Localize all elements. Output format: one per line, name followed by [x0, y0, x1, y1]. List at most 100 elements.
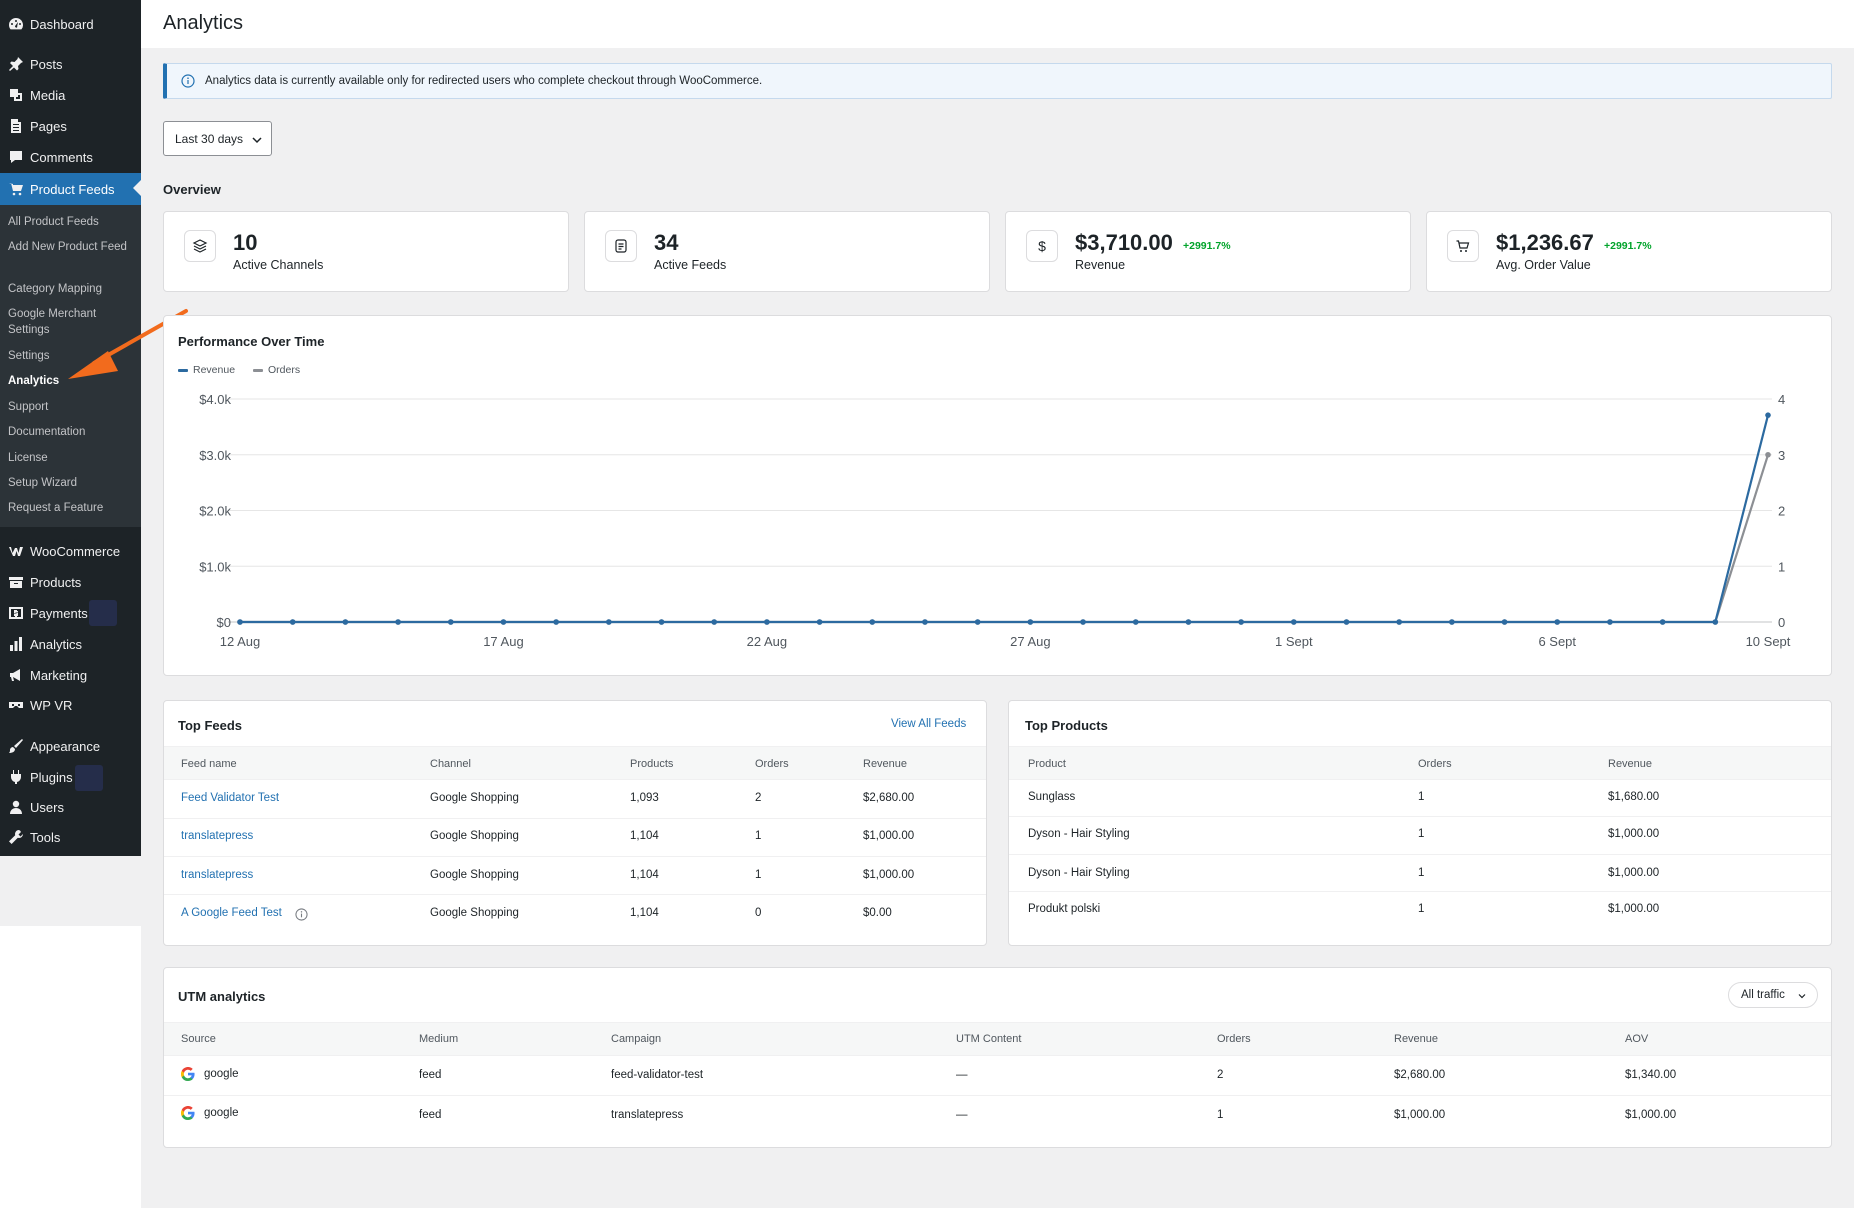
- product-name: Dyson - Hair Styling: [1028, 828, 1130, 840]
- utm-campaign: feed-validator-test: [611, 1069, 704, 1081]
- stat-label: Active Feeds: [654, 258, 727, 272]
- menu-analytics[interactable]: Analytics: [0, 629, 141, 659]
- notice-text: Analytics data is currently available on…: [205, 75, 763, 87]
- data-point-revenue: [658, 619, 665, 625]
- data-point-revenue: [1290, 619, 1297, 625]
- data-point-revenue: [1449, 619, 1455, 625]
- legend-revenue[interactable]: Revenue: [178, 364, 235, 376]
- menu-products[interactable]: Products: [0, 567, 141, 597]
- cart-icon: [1447, 230, 1479, 262]
- legend-label: Orders: [268, 364, 301, 376]
- user-icon: [6, 797, 26, 817]
- utm-medium: feed: [419, 1069, 442, 1081]
- menu-label: Plugins: [30, 769, 73, 785]
- sidebar-footer-area: [0, 926, 141, 1208]
- dollar-icon: $: [1026, 230, 1058, 262]
- row-divider: [164, 894, 986, 895]
- menu-product-feeds[interactable]: Product Feeds: [0, 173, 141, 205]
- stat-card-avg-order-value: $1,236.67 +2991.7% Avg. Order Value: [1426, 211, 1832, 292]
- submenu-google-merchant-settings[interactable]: Google Merchant Settings: [8, 308, 97, 336]
- menu-label: Marketing: [30, 667, 88, 683]
- menu-posts[interactable]: Posts: [0, 49, 141, 79]
- menu-pages[interactable]: Pages: [0, 111, 141, 141]
- feed-name-link[interactable]: A Google Feed Test: [181, 907, 282, 919]
- column-header: Feed name: [181, 758, 237, 770]
- overview-heading: Overview: [163, 182, 221, 197]
- menu-woocommerce[interactable]: WooCommerce: [0, 536, 141, 566]
- submenu-category-mapping[interactable]: Category Mapping: [8, 283, 102, 295]
- menu-label: Analytics: [30, 636, 83, 652]
- menu-tools[interactable]: Tools: [0, 822, 141, 852]
- top-feeds-header-row: Feed name Channel Products Orders Revenu…: [164, 746, 986, 780]
- submenu-add-new-product-feed[interactable]: Add New Product Feed: [8, 241, 127, 253]
- menu-label: Appearance: [30, 738, 101, 754]
- layers-icon: [184, 230, 216, 262]
- utm-content: —: [956, 1109, 968, 1121]
- top-products-title: Top Products: [1025, 718, 1108, 733]
- product-name: Sunglass: [1028, 791, 1076, 803]
- feed-name-link[interactable]: translatepress: [181, 869, 254, 881]
- menu-payments[interactable]: Payments: [0, 598, 141, 628]
- x-tick-label: 10 Sept: [1746, 634, 1791, 649]
- menu-label: Dashboard: [30, 16, 94, 32]
- legend-swatch: [253, 368, 263, 372]
- data-point-revenue: [1027, 619, 1034, 625]
- submenu-settings[interactable]: Settings: [8, 350, 50, 362]
- menu-plugins[interactable]: Plugins: [0, 762, 141, 792]
- data-point-revenue: [1501, 619, 1508, 625]
- submenu-setup-wizard[interactable]: Setup Wizard: [8, 477, 78, 489]
- feed-name-link[interactable]: Feed Validator Test: [181, 792, 280, 804]
- submenu-license[interactable]: License: [8, 452, 48, 464]
- utm-header-row: Source Medium Campaign UTM Content Order…: [164, 1022, 1831, 1056]
- stat-change: +2991.7%: [1183, 240, 1231, 252]
- submenu-analytics[interactable]: Analytics: [8, 375, 60, 387]
- info-icon[interactable]: [295, 908, 308, 921]
- menu-dashboard[interactable]: Dashboard: [0, 9, 141, 39]
- feed-revenue: $1,000.00: [863, 830, 915, 842]
- legend-orders[interactable]: Orders: [253, 364, 300, 376]
- x-tick-label: 6 Sept: [1538, 634, 1576, 649]
- top-products-card: Top Products Product Orders Revenue Sung…: [1008, 700, 1832, 946]
- x-tick-label: 12 Aug: [220, 634, 261, 649]
- feed-products: 1,104: [630, 830, 659, 842]
- feed-channel: Google Shopping: [430, 792, 519, 804]
- feed-name-link[interactable]: translatepress: [181, 830, 254, 842]
- data-point-revenue: [500, 619, 507, 625]
- data-point-revenue: [1185, 619, 1192, 625]
- submenu-documentation[interactable]: Documentation: [8, 426, 86, 438]
- submenu-request-a-feature[interactable]: Request a Feature: [8, 502, 104, 514]
- blurred-badge: [89, 600, 117, 626]
- date-range-select[interactable]: Last 30 days: [163, 121, 272, 156]
- menu-marketing[interactable]: Marketing: [0, 660, 141, 690]
- blurred-badge: [75, 765, 103, 791]
- info-notice: Analytics data is currently available on…: [163, 63, 1832, 99]
- info-icon: [181, 74, 195, 88]
- megaphone-icon: [6, 665, 26, 685]
- menu-media[interactable]: Media: [0, 80, 141, 110]
- cart-icon: [6, 179, 26, 199]
- admin-sidebar: Dashboard Posts Media Pages Comments Pro…: [0, 0, 141, 856]
- utm-content: —: [956, 1069, 968, 1081]
- utm-revenue: $2,680.00: [1394, 1069, 1446, 1081]
- submenu-support[interactable]: Support: [8, 401, 49, 413]
- menu-appearance[interactable]: Appearance: [0, 731, 141, 761]
- data-point-revenue: [711, 619, 718, 625]
- dashboard-icon: [6, 14, 26, 34]
- dollar-icon: [6, 603, 26, 623]
- view-all-feeds-link[interactable]: View All Feeds: [891, 718, 967, 730]
- google-icon: [181, 1106, 195, 1120]
- submenu-all-product-feeds[interactable]: All Product Feeds: [8, 216, 99, 228]
- menu-wp-vr[interactable]: WP VR: [0, 690, 141, 720]
- menu-comments[interactable]: Comments: [0, 142, 141, 172]
- menu-users[interactable]: Users: [0, 792, 141, 822]
- menu-label: Product Feeds: [30, 181, 115, 197]
- column-header: Orders: [1418, 758, 1452, 770]
- utm-orders: 1: [1217, 1109, 1224, 1121]
- utm-orders: 2: [1217, 1069, 1224, 1081]
- stat-value: 10: [233, 230, 258, 255]
- stat-value: $3,710.00: [1075, 230, 1173, 255]
- utm-campaign: translatepress: [611, 1109, 684, 1121]
- traffic-filter-select[interactable]: All traffic: [1728, 982, 1818, 1008]
- feed-orders: 1: [755, 830, 762, 842]
- y-right-tick-label: 1: [1778, 559, 1785, 574]
